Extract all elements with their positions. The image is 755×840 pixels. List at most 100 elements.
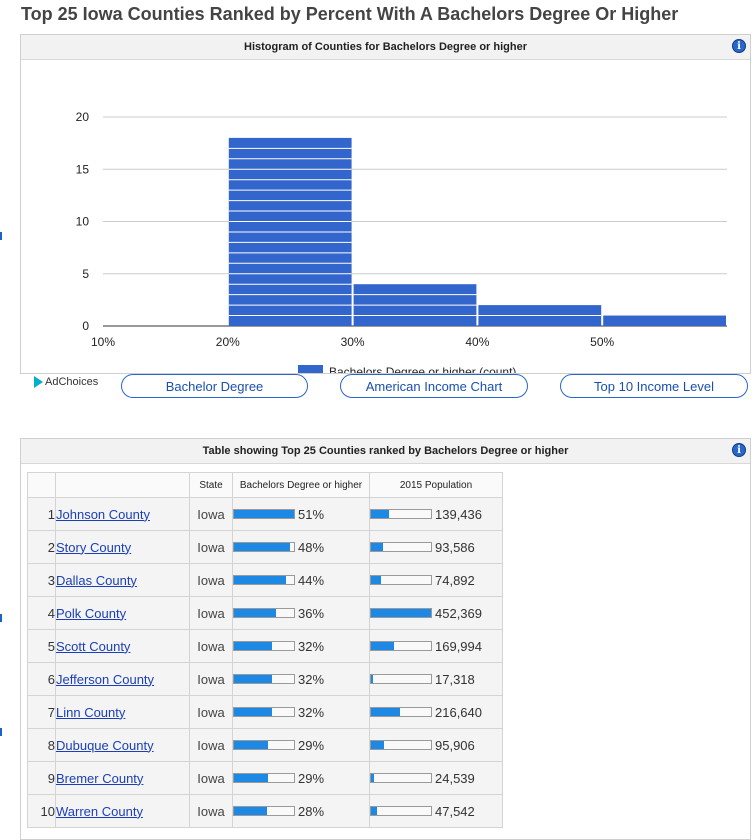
bachelors-bar (233, 641, 295, 651)
population-bar-fill (371, 675, 374, 683)
bachelors-bar (233, 575, 295, 585)
county-link[interactable]: Bremer County (56, 770, 144, 786)
county-link[interactable]: Jefferson County (56, 671, 155, 687)
bachelors-cell: 28% (232, 794, 370, 828)
rank-cell: 2 (27, 530, 56, 564)
population-bar-fill (371, 576, 381, 584)
population-bar (370, 740, 432, 750)
column-header-rank (27, 472, 56, 498)
county-link[interactable]: Story County (56, 539, 132, 555)
rank-cell: 6 (27, 662, 56, 696)
histogram-panel: Histogram of Counties for Bachelors Degr… (20, 34, 751, 379)
county-cell: Johnson County (55, 497, 190, 531)
population-cell: 139,436 (369, 497, 503, 531)
population-value: 24,539 (435, 770, 475, 786)
y-tick-label: 10 (76, 215, 90, 229)
county-link[interactable]: Dubuque County (56, 737, 154, 753)
state-cell: Iowa (189, 563, 233, 597)
histogram-title: Histogram of Counties for Bachelors Degr… (244, 41, 527, 53)
margin-fragment (0, 728, 2, 736)
bachelors-value: 44% (298, 572, 325, 588)
county-cell: Warren County (55, 794, 190, 828)
bachelors-bar-fill (234, 741, 269, 749)
county-link[interactable]: Dallas County (56, 572, 137, 588)
bachelors-value: 36% (298, 605, 325, 621)
state-cell: Iowa (189, 530, 233, 564)
county-link[interactable]: Warren County (56, 803, 143, 819)
legend-label: Bachelors Degree or higher (count) (329, 365, 516, 373)
bachelors-value: 29% (298, 770, 325, 786)
y-tick-label: 20 (76, 110, 90, 124)
histogram-chart: 0 5 10 15 20 10% 20% 30% 40% 50% Bachelors Degree … (76, 110, 727, 379)
county-link[interactable]: Linn County (56, 704, 126, 720)
population-cell: 95,906 (369, 728, 503, 762)
x-tick-label: 50% (590, 335, 614, 349)
table-header-row: State Bachelors Degree or higher 2015 Po… (27, 472, 503, 498)
population-cell: 74,892 (369, 563, 503, 597)
table-row: 7 Linn County Iowa 32% 216,640 (27, 695, 503, 729)
population-cell: 452,369 (369, 596, 503, 630)
column-header-state: State (189, 472, 233, 498)
bachelors-bar (233, 707, 295, 717)
bachelors-value: 28% (298, 803, 325, 819)
bachelors-cell: 32% (232, 662, 370, 696)
table-row: 8 Dubuque County Iowa 29% 95,906 (27, 728, 503, 762)
county-cell: Linn County (55, 695, 190, 729)
bachelors-bar-fill (234, 576, 286, 584)
bachelors-value: 29% (298, 737, 325, 753)
adchoices-icon (34, 376, 43, 388)
info-icon[interactable]: i (732, 39, 746, 53)
legend-swatch (298, 365, 323, 378)
bachelors-bar (233, 740, 295, 750)
population-value: 95,906 (435, 737, 475, 753)
county-link[interactable]: Johnson County (56, 506, 150, 522)
population-value: 93,586 (435, 539, 475, 555)
county-link[interactable]: Scott County (56, 638, 131, 654)
rank-cell: 10 (27, 794, 56, 828)
info-icon[interactable]: i (732, 443, 746, 457)
x-tick-label: 20% (216, 335, 240, 349)
rank-cell: 4 (27, 596, 56, 630)
x-tick-label: 10% (91, 335, 115, 349)
bachelors-value: 32% (298, 671, 325, 687)
population-bar-fill (371, 807, 378, 815)
state-cell: Iowa (189, 497, 233, 531)
rank-cell: 5 (27, 629, 56, 663)
bachelors-bar-fill (234, 774, 269, 782)
table-row: 1 Johnson County Iowa 51% 139,436 (27, 497, 503, 531)
american-income-chart-link[interactable]: American Income Chart (340, 374, 528, 398)
county-cell: Dallas County (55, 563, 190, 597)
population-bar (370, 575, 432, 585)
population-value: 17,318 (435, 671, 475, 687)
population-bar-fill (371, 642, 394, 650)
top-10-income-level-link[interactable]: Top 10 Income Level (560, 374, 748, 398)
adchoices-label: AdChoices (45, 376, 99, 388)
table-row: 5 Scott County Iowa 32% 169,994 (27, 629, 503, 663)
state-cell: Iowa (189, 662, 233, 696)
bachelors-cell: 51% (232, 497, 370, 531)
bachelors-bar (233, 674, 295, 684)
population-cell: 93,586 (369, 530, 503, 564)
population-cell: 216,640 (369, 695, 503, 729)
bachelors-value: 32% (298, 638, 325, 654)
population-cell: 169,994 (369, 629, 503, 663)
population-bar-fill (371, 510, 390, 518)
population-bar (370, 608, 432, 618)
county-cell: Dubuque County (55, 728, 190, 762)
adchoices-link[interactable]: AdChoices (34, 376, 98, 388)
column-header-county (55, 472, 190, 498)
bachelors-cell: 32% (232, 695, 370, 729)
rank-cell: 1 (27, 497, 56, 531)
bachelors-cell: 32% (232, 629, 370, 663)
state-cell: Iowa (189, 629, 233, 663)
county-link[interactable]: Polk County (56, 605, 127, 621)
bachelors-value: 32% (298, 704, 325, 720)
state-cell: Iowa (189, 761, 233, 795)
population-bar (370, 707, 432, 717)
population-value: 139,436 (435, 506, 482, 522)
table-header: Table showing Top 25 Counties ranked by … (21, 439, 750, 464)
bachelor-degree-link[interactable]: Bachelor Degree (121, 374, 308, 398)
bachelors-bar-fill (234, 708, 272, 716)
y-tick-label: 15 (76, 162, 90, 176)
bachelors-cell: 48% (232, 530, 370, 564)
